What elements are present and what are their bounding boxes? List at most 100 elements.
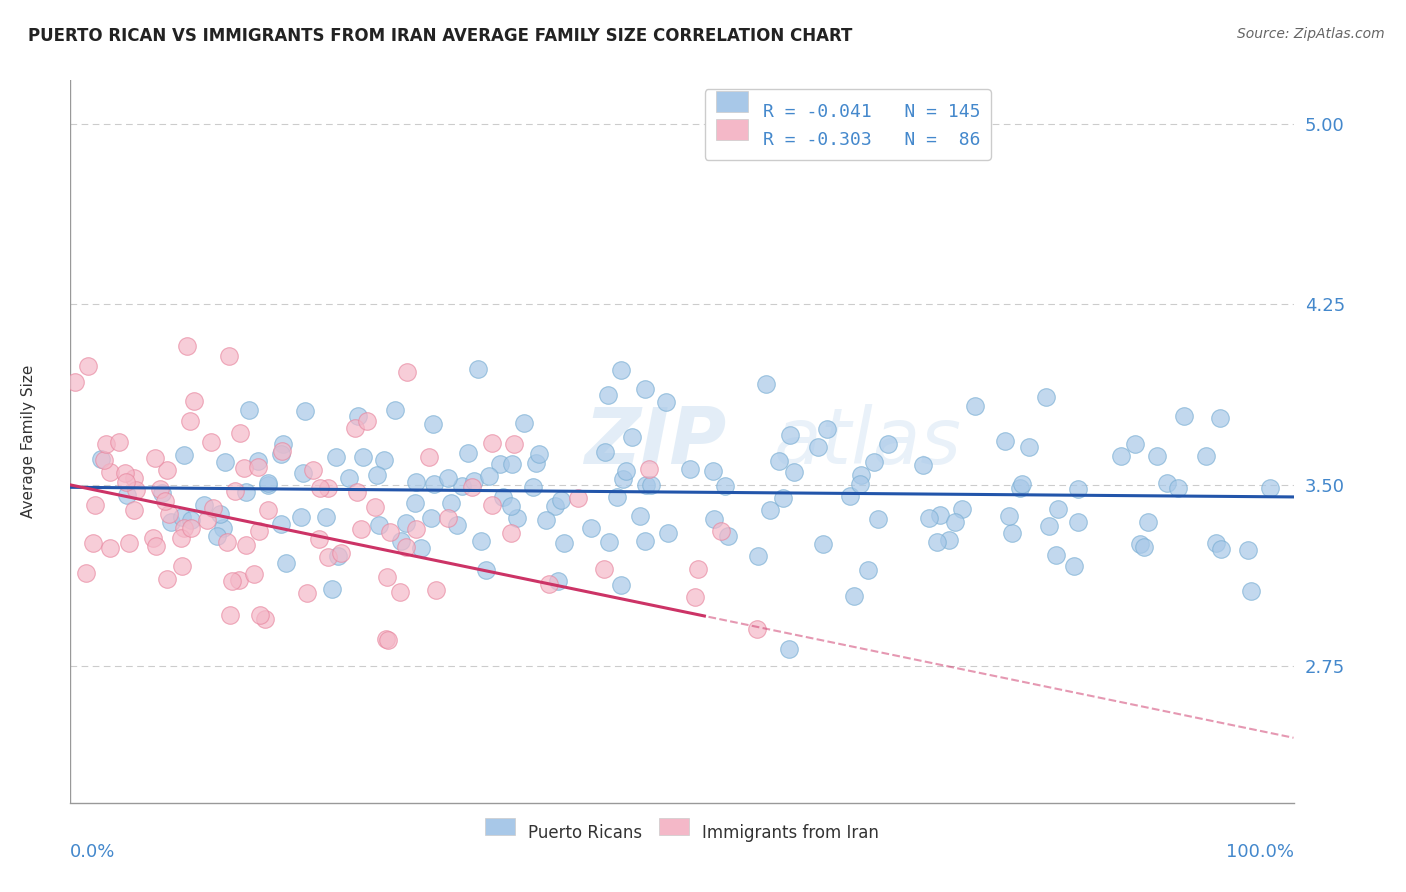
Point (634, 382, 657, 396)
Point (437, 471, 460, 485)
Point (1018, 440, 1040, 454)
Text: atlas: atlas (773, 403, 962, 480)
Point (404, 496, 426, 510)
Point (219, 608, 242, 623)
Point (1038, 519, 1060, 533)
Point (610, 363, 633, 377)
Point (1209, 411, 1232, 425)
Point (212, 520, 235, 534)
Point (343, 421, 366, 435)
Point (686, 562, 709, 576)
Point (612, 471, 634, 485)
Point (614, 464, 637, 478)
Point (373, 453, 395, 467)
Point (807, 440, 830, 454)
Point (150, 486, 173, 500)
Point (634, 533, 657, 548)
Point (481, 499, 503, 513)
Point (1123, 436, 1146, 450)
Point (294, 404, 316, 418)
Point (256, 478, 278, 492)
Point (637, 462, 659, 476)
Point (998, 509, 1021, 524)
Point (499, 499, 522, 513)
Point (346, 484, 368, 499)
Point (759, 503, 782, 517)
Point (938, 533, 960, 548)
Point (866, 512, 889, 526)
Point (290, 510, 312, 524)
Point (145, 450, 167, 465)
Point (422, 477, 444, 491)
Point (142, 531, 165, 545)
Text: ZIP: ZIP (583, 403, 727, 480)
Point (368, 517, 391, 532)
Point (679, 462, 702, 476)
Point (593, 445, 616, 459)
Point (82, 536, 104, 550)
Point (534, 513, 557, 527)
Point (384, 402, 406, 417)
Point (253, 612, 276, 626)
Point (395, 540, 418, 554)
Point (114, 475, 136, 489)
Point (425, 582, 447, 597)
Point (98, 466, 121, 480)
Point (125, 483, 148, 497)
Point (1001, 525, 1024, 540)
Point (173, 520, 195, 534)
Point (418, 450, 440, 465)
Point (377, 633, 399, 648)
Point (446, 517, 468, 532)
Point (118, 536, 141, 550)
Point (747, 549, 769, 563)
Point (481, 436, 503, 450)
Point (709, 524, 731, 538)
Point (422, 417, 444, 431)
Point (1067, 482, 1090, 496)
Point (388, 584, 411, 599)
Point (1133, 540, 1156, 554)
Point (856, 563, 879, 577)
Point (145, 539, 167, 553)
Point (308, 532, 330, 546)
Point (297, 586, 319, 600)
Point (270, 444, 292, 458)
Point (321, 582, 343, 596)
Point (352, 450, 374, 464)
Point (405, 522, 427, 536)
Point (657, 525, 679, 540)
Point (609, 577, 631, 591)
Point (640, 478, 662, 492)
Point (176, 339, 198, 353)
Point (1047, 502, 1070, 516)
Point (291, 466, 314, 480)
Point (229, 425, 252, 440)
Point (849, 476, 872, 491)
Point (524, 457, 547, 471)
Text: PUERTO RICAN VS IMMIGRANTS FROM IRAN AVERAGE FAMILY SIZE CORRELATION CHART: PUERTO RICAN VS IMMIGRANTS FROM IRAN AVE… (28, 27, 852, 45)
Point (950, 501, 973, 516)
Point (499, 526, 522, 541)
Point (205, 529, 228, 543)
Point (153, 493, 176, 508)
Point (450, 479, 472, 493)
Point (246, 459, 269, 474)
Point (772, 491, 794, 506)
Point (366, 468, 388, 483)
Point (419, 511, 441, 525)
Point (114, 466, 136, 480)
Point (339, 470, 361, 484)
Point (249, 524, 271, 538)
Point (1045, 549, 1067, 563)
Point (815, 422, 838, 436)
Point (1063, 558, 1085, 573)
Point (217, 534, 239, 549)
Point (440, 496, 463, 510)
Text: Average Family Size: Average Family Size (21, 365, 37, 518)
Point (1240, 583, 1263, 598)
Text: 100.0%: 100.0% (1226, 843, 1294, 861)
Point (380, 524, 402, 539)
Point (911, 458, 934, 473)
Point (529, 447, 551, 461)
